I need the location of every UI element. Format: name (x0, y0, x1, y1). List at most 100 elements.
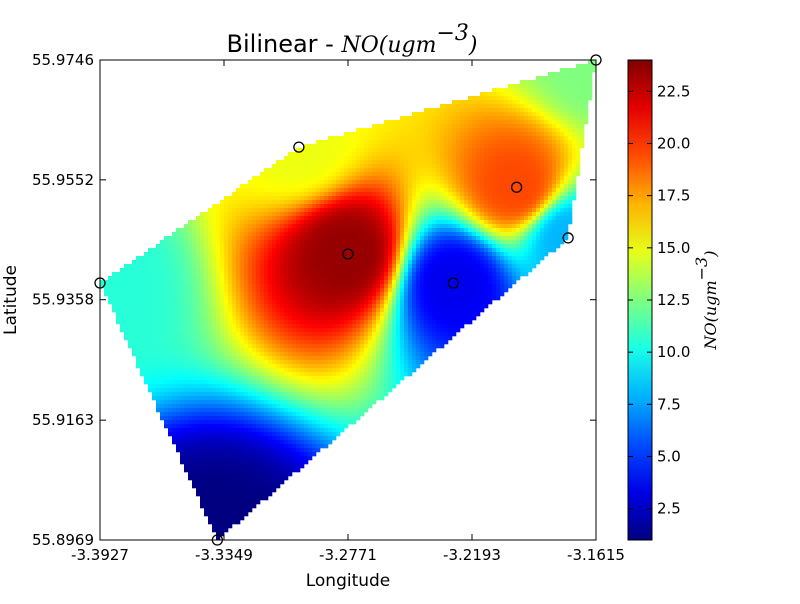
heatmap-cell (200, 248, 204, 252)
heatmap-cell (468, 112, 472, 116)
heatmap-cell (460, 148, 464, 152)
heatmap-cell (504, 156, 508, 160)
heatmap-cell (404, 316, 408, 320)
heatmap-cell (328, 280, 332, 284)
heatmap-cell (404, 268, 408, 272)
heatmap-cell (440, 308, 444, 312)
heatmap-cell (340, 180, 344, 184)
heatmap-cell (328, 156, 332, 160)
heatmap-cell (168, 272, 172, 276)
heatmap-cell (560, 124, 564, 128)
heatmap-cell (172, 320, 176, 324)
heatmap-cell (568, 116, 572, 120)
heatmap-cell (392, 268, 396, 272)
heatmap-cell (388, 308, 392, 312)
heatmap-cell (232, 312, 236, 316)
heatmap-cell (548, 120, 552, 124)
heatmap-cell (396, 204, 400, 208)
heatmap-cell (192, 272, 196, 276)
heatmap-cell (396, 136, 400, 140)
heatmap-cell (228, 320, 232, 324)
heatmap-cell (536, 120, 540, 124)
heatmap-cell (272, 224, 276, 228)
heatmap-cell (536, 132, 540, 136)
heatmap-cell (484, 240, 488, 244)
heatmap-cell (304, 244, 308, 248)
heatmap-cell (488, 160, 492, 164)
heatmap-cell (276, 320, 280, 324)
heatmap-cell (436, 260, 440, 264)
heatmap-cell (196, 236, 200, 240)
heatmap-cell (416, 272, 420, 276)
heatmap-cell (212, 288, 216, 292)
heatmap-cell (316, 216, 320, 220)
heatmap-cell (504, 116, 508, 120)
heatmap-cell (456, 204, 460, 208)
heatmap-cell (388, 272, 392, 276)
heatmap-cell (336, 220, 340, 224)
heatmap-cell (460, 220, 464, 224)
heatmap-cell (428, 240, 432, 244)
heatmap-cell (440, 296, 444, 300)
heatmap-cell (536, 244, 540, 248)
heatmap-cell (276, 164, 280, 168)
heatmap-cell (244, 328, 248, 332)
heatmap-cell (560, 172, 564, 176)
heatmap-cell (472, 264, 476, 268)
heatmap-cell (480, 104, 484, 108)
heatmap-cell (384, 316, 388, 320)
heatmap-cell (284, 312, 288, 316)
heatmap-cell (196, 228, 200, 232)
heatmap-cell (232, 324, 236, 328)
heatmap-cell (300, 312, 304, 316)
heatmap-cell (516, 276, 520, 280)
heatmap-cell (216, 288, 220, 292)
heatmap-cell (328, 240, 332, 244)
heatmap-cell (176, 292, 180, 296)
heatmap-cell (456, 184, 460, 188)
heatmap-cell (392, 236, 396, 240)
heatmap-cell (424, 200, 428, 204)
heatmap-cell (304, 144, 308, 148)
heatmap-cell (292, 292, 296, 296)
heatmap-cell (252, 232, 256, 236)
heatmap-cell (448, 148, 452, 152)
heatmap-cell (332, 268, 336, 272)
heatmap-cell (512, 160, 516, 164)
heatmap-cell (500, 180, 504, 184)
heatmap-cell (204, 316, 208, 320)
heatmap-cell (224, 248, 228, 252)
heatmap-cell (564, 112, 568, 116)
heatmap-cell (532, 264, 536, 268)
heatmap-cell (396, 120, 400, 124)
heatmap-cell (332, 264, 336, 268)
heatmap-cell (256, 240, 260, 244)
heatmap-cell (332, 156, 336, 160)
heatmap-cell (436, 256, 440, 260)
heatmap-cell (192, 288, 196, 292)
heatmap-cell (156, 320, 160, 324)
heatmap-cell (160, 288, 164, 292)
heatmap-cell (216, 256, 220, 260)
heatmap-cell (268, 236, 272, 240)
heatmap-cell (288, 292, 292, 296)
heatmap-cell (404, 296, 408, 300)
heatmap-cell (400, 212, 404, 216)
heatmap-cell (332, 216, 336, 220)
heatmap-cell (452, 292, 456, 296)
heatmap-cell (536, 220, 540, 224)
heatmap-cell (280, 284, 284, 288)
heatmap-cell (380, 176, 384, 180)
heatmap-cell (516, 216, 520, 220)
heatmap-cell (476, 244, 480, 248)
heatmap-cell (484, 136, 488, 140)
heatmap-cell (472, 160, 476, 164)
heatmap-cell (432, 228, 436, 232)
heatmap-cell (156, 304, 160, 308)
heatmap-cell (504, 272, 508, 276)
heatmap-cell (352, 136, 356, 140)
heatmap-cell (488, 256, 492, 260)
heatmap-cell (308, 212, 312, 216)
heatmap-cell (584, 116, 588, 120)
heatmap-cell (212, 244, 216, 248)
